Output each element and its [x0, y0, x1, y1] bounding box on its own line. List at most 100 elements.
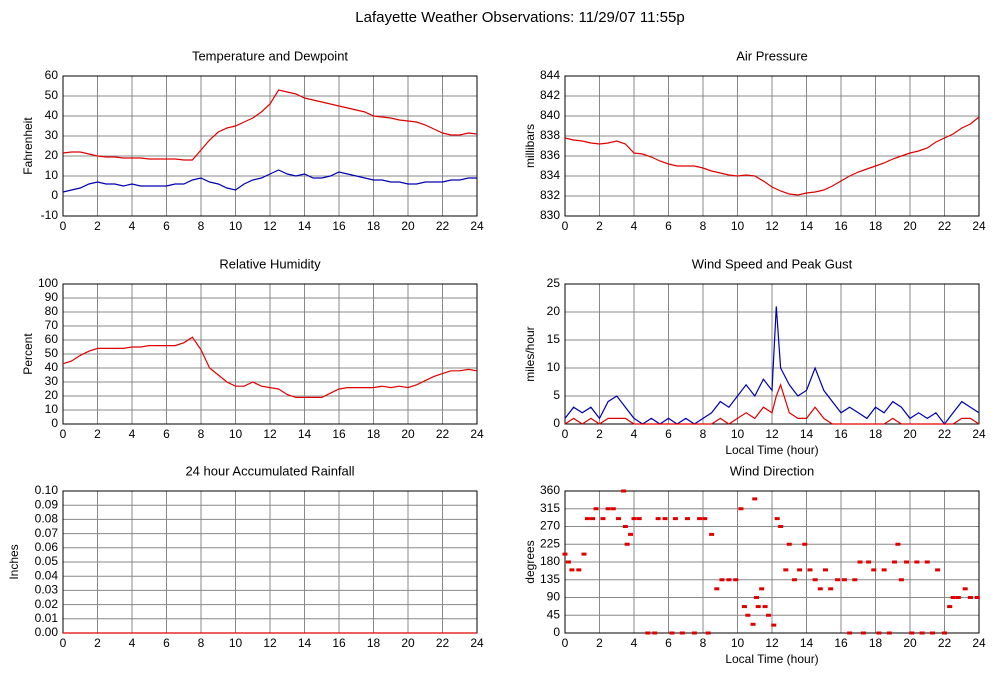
x-tick-label: 14	[298, 427, 312, 441]
x-tick-label: 22	[436, 427, 450, 441]
x-tick-label: 8	[198, 427, 205, 441]
x-tick-label: 20	[903, 636, 917, 650]
y-tick-label: 40	[45, 108, 59, 122]
data-point	[967, 596, 973, 599]
y-tick-label: 840	[540, 108, 560, 122]
x-tick-label: 8	[700, 219, 707, 233]
y-tick-label: 100	[38, 276, 58, 290]
x-tick-label: 22	[436, 636, 450, 650]
x-tick-label: 4	[129, 427, 136, 441]
y-tick-label: 90	[45, 290, 59, 304]
data-point	[697, 517, 703, 521]
y-tick-label: 0.07	[35, 526, 59, 540]
y-tick-label: 270	[540, 519, 560, 533]
data-point	[791, 578, 797, 582]
x-tick-label: 24	[972, 219, 986, 233]
x-tick-label: 22	[938, 427, 952, 441]
x-tick-label: 0	[562, 636, 569, 650]
data-point	[753, 596, 759, 599]
x-tick-label: 2	[596, 636, 603, 650]
y-tick-label: 0.05	[35, 554, 59, 568]
x-tick-label: 16	[834, 427, 848, 441]
data-point	[847, 631, 853, 635]
x-tick-label: 2	[94, 219, 101, 233]
data-point	[590, 517, 596, 521]
x-tick-label: 20	[401, 219, 415, 233]
x-tick-label: 12	[263, 636, 277, 650]
x-tick-label: 10	[229, 427, 243, 441]
data-point	[898, 578, 904, 582]
y-tick-label: 0.02	[35, 597, 59, 611]
data-point	[835, 578, 841, 582]
x-tick-label: 10	[731, 636, 745, 650]
data-point	[622, 525, 628, 528]
x-tick-label: 14	[800, 427, 814, 441]
x-tick-label: 18	[869, 427, 883, 441]
data-point	[974, 596, 980, 599]
y-tick-label: 5	[553, 388, 560, 402]
data-point	[615, 517, 621, 521]
data-point	[628, 532, 634, 536]
y-tick-label: 834	[540, 168, 560, 182]
y-tick-label: 838	[540, 128, 560, 142]
x-tick-label: 24	[470, 219, 484, 233]
y-tick-label: 30	[45, 128, 59, 142]
data-point	[947, 605, 953, 609]
data-point	[822, 568, 828, 572]
y-axis-label: Percent	[21, 333, 35, 375]
data-point	[691, 631, 697, 635]
x-tick-label: 20	[401, 636, 415, 650]
data-point	[866, 560, 872, 564]
x-tick-label: 0	[562, 219, 569, 233]
x-tick-label: 8	[198, 636, 205, 650]
data-point	[935, 568, 941, 572]
y-tick-label: 0	[51, 416, 58, 430]
data-point	[631, 517, 637, 521]
x-tick-label: 22	[938, 219, 952, 233]
x-tick-label: 16	[332, 427, 346, 441]
y-tick-label: 836	[540, 148, 560, 162]
data-point	[807, 568, 813, 572]
data-point	[817, 587, 823, 591]
data-point	[741, 605, 747, 609]
y-tick-label: 315	[540, 501, 560, 515]
x-tick-label: 4	[631, 427, 638, 441]
data-point	[929, 631, 935, 635]
data-point	[895, 542, 901, 546]
data-point	[672, 517, 678, 521]
x-tick-label: 6	[665, 427, 672, 441]
y-tick-label: 0	[553, 416, 560, 430]
data-point	[605, 507, 611, 511]
data-point	[778, 525, 784, 528]
x-tick-label: 12	[263, 427, 277, 441]
data-point	[942, 631, 947, 635]
x-tick-label: 10	[229, 636, 243, 650]
x-tick-label: 14	[298, 636, 312, 650]
data-point	[652, 631, 658, 635]
data-point	[684, 517, 690, 521]
y-tick-label: 20	[45, 388, 59, 402]
data-line	[564, 306, 980, 425]
x-tick-label: 16	[834, 219, 848, 233]
y-tick-label: 20	[547, 304, 561, 318]
y-axis-label: miles/hour	[523, 326, 537, 381]
plot-frame	[62, 75, 478, 217]
x-axis-label: Local Time (hour)	[725, 652, 818, 666]
data-line	[62, 89, 478, 161]
data-point	[669, 631, 675, 635]
y-tick-label: 30	[45, 374, 59, 388]
data-point	[881, 568, 887, 572]
x-tick-label: 14	[800, 636, 814, 650]
data-point	[950, 596, 956, 599]
y-axis-label: Fahrenheit	[21, 117, 35, 175]
x-tick-label: 14	[800, 219, 814, 233]
x-tick-label: 12	[263, 219, 277, 233]
data-line	[62, 336, 478, 398]
x-tick-label: 4	[129, 636, 136, 650]
data-point	[891, 560, 897, 564]
x-tick-label: 6	[163, 219, 170, 233]
page-title: Lafayette Weather Observations: 11/29/07…	[355, 9, 684, 26]
data-point	[759, 587, 765, 591]
data-point	[752, 497, 758, 501]
y-tick-label: 0.09	[35, 497, 59, 511]
